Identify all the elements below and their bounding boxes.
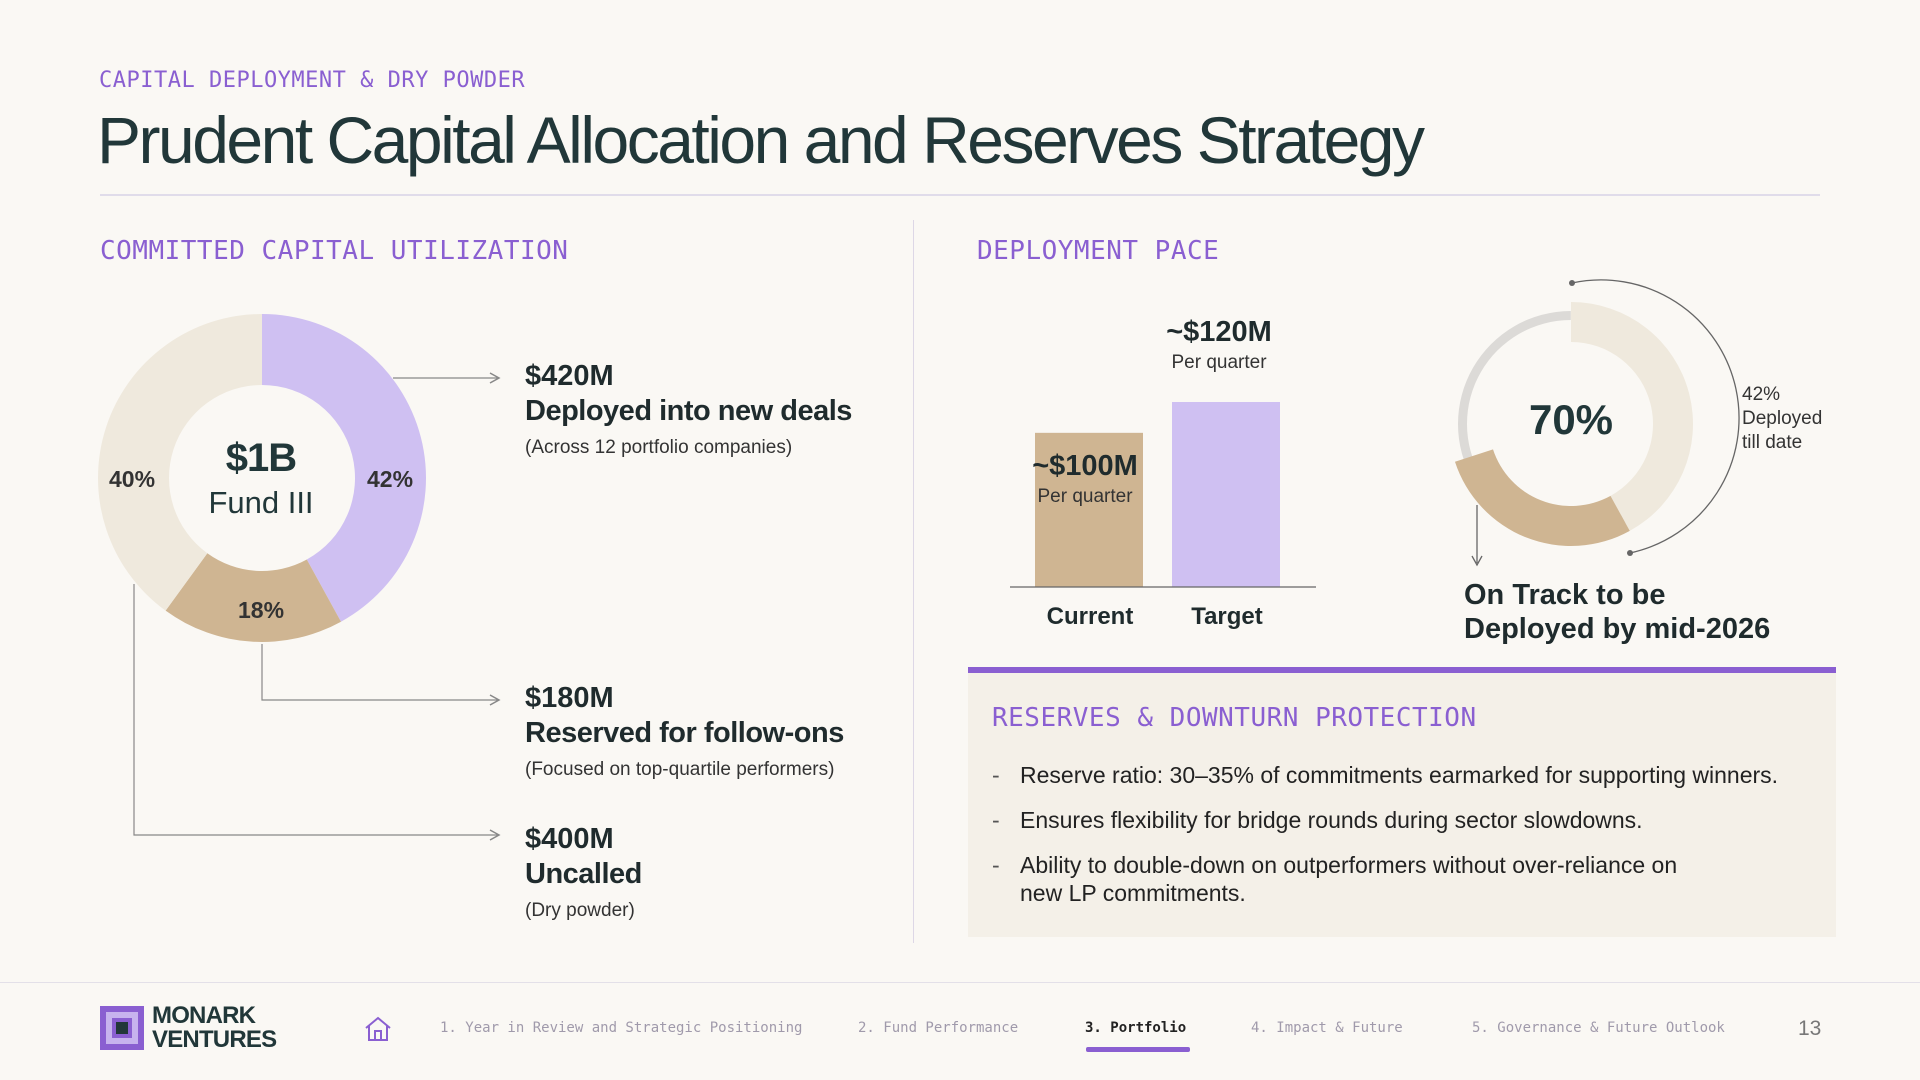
deployed-arc-end-dot: [1627, 550, 1633, 556]
slice-label-uncalled: 40%: [109, 466, 156, 492]
bar-category-current: Current: [1046, 603, 1134, 630]
bar-sublabel-current: Per quarter: [1037, 486, 1133, 507]
bullet-dash: -: [992, 807, 1000, 833]
reserves-item: - Ability to double-down on outperformers…: [992, 851, 1692, 907]
connector-arrowheads: [489, 372, 501, 841]
nav-item-portfolio[interactable]: 3. Portfolio: [1085, 1020, 1187, 1036]
bar-value-target: ~$120M: [1166, 316, 1272, 348]
ring-center-value: 70%: [1528, 396, 1614, 443]
deployment-progress-ring: [1454, 302, 1693, 546]
reserves-panel: RESERVES & DOWNTURN PROTECTION - Reserve …: [968, 667, 1836, 937]
home-icon[interactable]: [364, 1016, 392, 1042]
deployed-arc-indicator: [1571, 279, 1740, 554]
bar-sublabel-target: Per quarter: [1171, 352, 1267, 373]
ring-segment-remaining: [1454, 449, 1630, 546]
slice-label-deployed: 42%: [367, 466, 414, 492]
slice-label-follow-ons: 18%: [238, 597, 285, 623]
brand-name: MONARK VENTURES: [152, 1002, 277, 1053]
ring-side-note: 42% Deployed till date: [1742, 383, 1822, 455]
callout-deployed: $420M Deployed into new deals (Across 12…: [525, 359, 852, 459]
column-divider: [913, 220, 914, 943]
reserves-item-text: Ability to double-down on outperformers …: [1020, 852, 1678, 906]
arrowhead-deployed: [489, 372, 501, 384]
bar-current: [1035, 432, 1143, 587]
donut-slice-follow-ons: [165, 553, 342, 642]
connector-follow-ons: [261, 644, 498, 701]
callout-amount: $180M: [525, 682, 614, 714]
bullet-dash: -: [992, 762, 1000, 788]
page-title: Prudent Capital Allocation and Reserves …: [97, 103, 1425, 177]
callout-follow-ons: $180M Reserved for follow-ons (Focused o…: [525, 681, 844, 781]
nav-active-indicator: [1086, 1047, 1190, 1052]
bar-category-target: Target: [1191, 603, 1263, 630]
nav-item-year-in-review[interactable]: 1. Year in Review and Strategic Position…: [440, 1020, 803, 1036]
ring-note-line: 42%: [1742, 384, 1781, 405]
callout-uncalled: $400M Uncalled (Dry powder): [525, 822, 642, 922]
brand-line: VENTURES: [152, 1026, 277, 1053]
callout-description: Deployed into new deals: [525, 395, 852, 427]
caption-pointer-arrowhead: [1471, 555, 1483, 567]
donut-slice-uncalled: [98, 314, 262, 611]
footer-divider: [0, 982, 1920, 983]
callout-note: (Focused on top-quartile performers): [525, 759, 835, 780]
ring-note-line: Deployed: [1742, 408, 1823, 429]
bar-value-current: ~$100M: [1032, 450, 1138, 482]
pace-bar-chart: [1035, 402, 1280, 587]
reserves-list: - Reserve ratio: 30–35% of commitments ea…: [992, 761, 1812, 924]
donut-center-amount: $1B: [225, 436, 297, 480]
reserves-item: - Reserve ratio: 30–35% of commitments ea…: [992, 761, 1812, 789]
ring-note-line: till date: [1742, 432, 1803, 453]
callout-description: Reserved for follow-ons: [525, 717, 844, 749]
bullet-dash: -: [992, 852, 1000, 878]
connector-uncalled: [133, 584, 498, 836]
nav-item-impact-future[interactable]: 4. Impact & Future: [1251, 1020, 1403, 1036]
title-divider: [100, 194, 1820, 196]
nav-item-fund-performance[interactable]: 2. Fund Performance: [858, 1020, 1019, 1036]
page-number: 13: [1798, 1017, 1822, 1040]
reserves-title: RESERVES & DOWNTURN PROTECTION: [992, 703, 1477, 733]
ring-caption: On Track to be Deployed by mid-2026: [1464, 578, 1770, 646]
callout-connectors: [133, 377, 498, 836]
arrowhead-follow-ons: [489, 694, 501, 706]
callout-note: (Across 12 portfolio companies): [525, 437, 793, 458]
donut-center-label: Fund III: [208, 485, 314, 520]
donut-slice-deployed: [262, 314, 426, 622]
monark-logo-icon: [100, 1006, 144, 1050]
reserves-item: - Ensures flexibility for bridge rounds d…: [992, 806, 1812, 834]
bar-target: [1172, 402, 1280, 587]
fund-donut-chart: [98, 314, 426, 642]
callout-description: Uncalled: [525, 858, 642, 890]
ring-segment-deployed: [1571, 302, 1693, 531]
section-eyebrow: CAPITAL DEPLOYMENT & DRY POWDER: [99, 68, 526, 93]
pace-section-label: DEPLOYMENT PACE: [977, 236, 1220, 266]
callout-amount: $420M: [525, 360, 614, 392]
arrowhead-uncalled: [489, 829, 501, 841]
reserves-item-text: Reserve ratio: 30–35% of commitments ear…: [1020, 762, 1779, 788]
reserves-item-text: Ensures flexibility for bridge rounds du…: [1020, 807, 1643, 833]
callout-note: (Dry powder): [525, 900, 635, 921]
deployed-arc-start-dot: [1569, 280, 1575, 286]
nav-item-governance[interactable]: 5. Governance & Future Outlook: [1472, 1020, 1725, 1036]
ring-caption-line: On Track to be: [1464, 579, 1666, 611]
utilization-section-label: COMMITTED CAPITAL UTILIZATION: [100, 236, 569, 266]
brand-line: MONARK: [152, 1002, 256, 1029]
ring-caption-line: Deployed by mid-2026: [1464, 613, 1771, 645]
callout-amount: $400M: [525, 823, 614, 855]
